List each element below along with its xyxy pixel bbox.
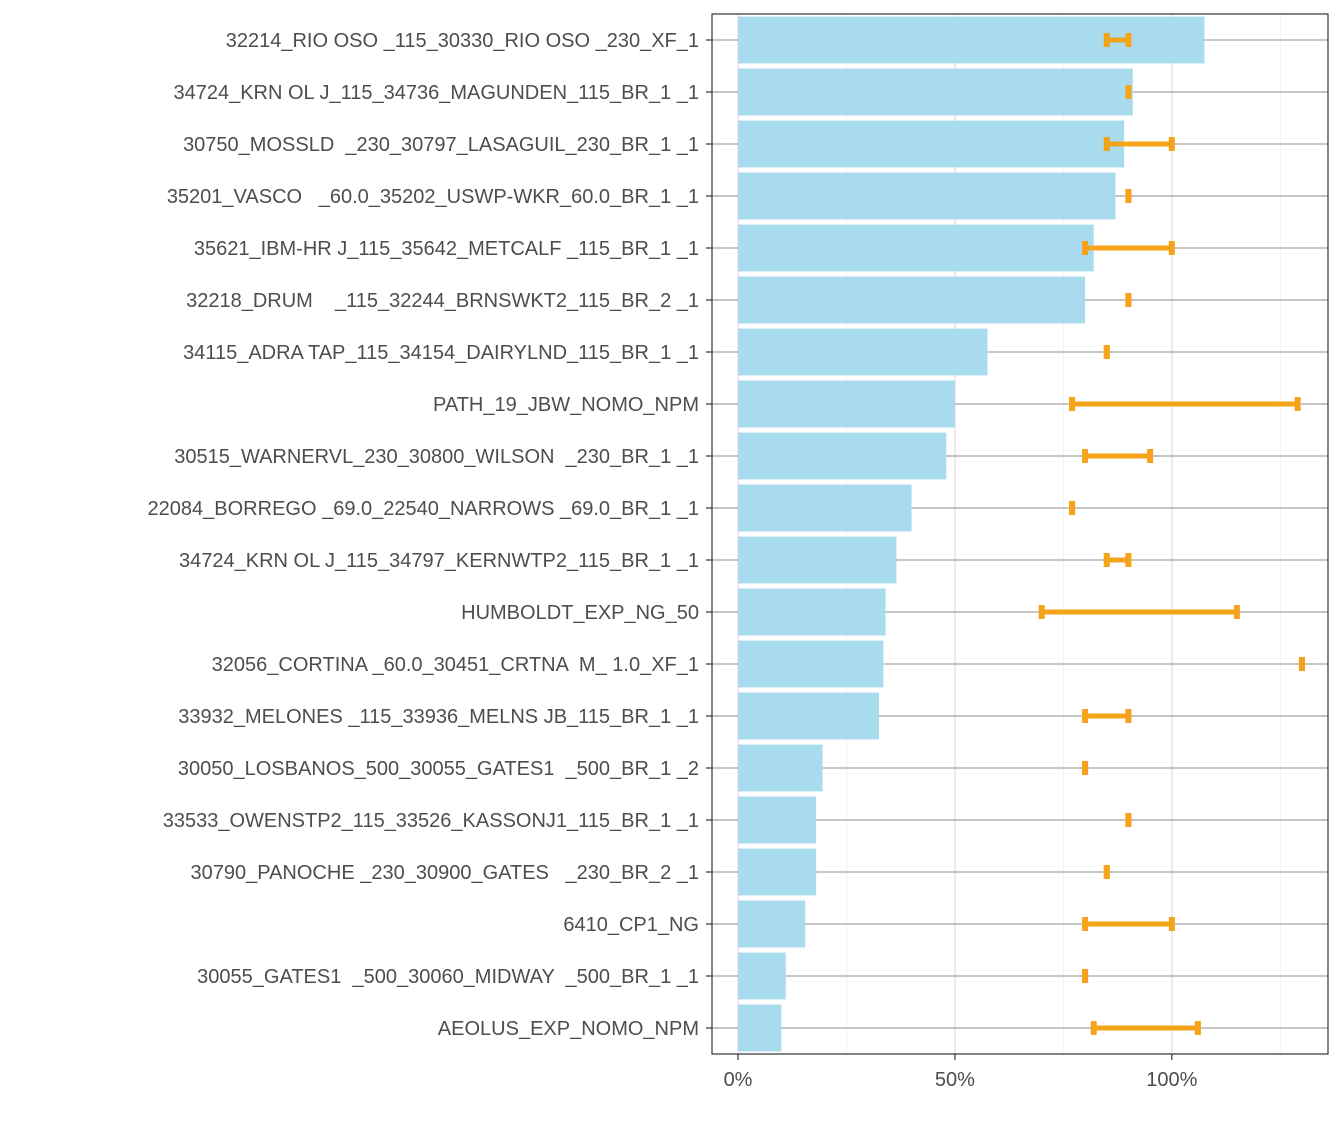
bar bbox=[738, 432, 947, 480]
category-label: 32214_RIO OSO _115_30330_RIO OSO _230_XF… bbox=[226, 30, 699, 52]
bar bbox=[738, 692, 880, 740]
bar bbox=[738, 120, 1125, 168]
bar bbox=[738, 588, 886, 636]
bar bbox=[738, 68, 1133, 116]
category-label: 33932_MELONES _115_33936_MELNS JB_115_BR… bbox=[178, 706, 699, 728]
bar bbox=[738, 380, 955, 428]
bar bbox=[738, 640, 884, 688]
range-bar bbox=[1082, 449, 1154, 463]
bar bbox=[738, 328, 988, 376]
range-bar bbox=[1103, 33, 1132, 47]
panel-border bbox=[711, 13, 1329, 1055]
range-bar bbox=[1038, 605, 1240, 619]
category-label: 33533_OWENSTP2_115_33526_KASSONJ1_115_BR… bbox=[163, 810, 699, 832]
bar bbox=[738, 848, 817, 896]
x-tick-label: 50% bbox=[935, 1069, 975, 1091]
category-label: HUMBOLDT_EXP_NG_50 bbox=[461, 602, 699, 624]
category-label: AEOLUS_EXP_NOMO_NPM bbox=[438, 1018, 699, 1040]
bar bbox=[738, 900, 806, 948]
x-tick-label: 100% bbox=[1146, 1069, 1197, 1091]
category-label: 30055_GATES1 _500_30060_MIDWAY _500_BR_1… bbox=[197, 966, 699, 988]
bar bbox=[738, 224, 1094, 272]
bar bbox=[738, 172, 1116, 220]
range-bar bbox=[1103, 553, 1132, 567]
category-label: 34724_KRN OL J_115_34797_KERNWTP2_115_BR… bbox=[179, 550, 699, 572]
x-tick-label: 0% bbox=[724, 1069, 753, 1091]
range-bar bbox=[1103, 137, 1175, 151]
category-label: 30515_WARNERVL_230_30800_WILSON _230_BR_… bbox=[174, 446, 699, 468]
category-label: 35201_VASCO _60.0_35202_USWP-WKR_60.0_BR… bbox=[167, 186, 699, 208]
range-bar bbox=[1082, 709, 1132, 723]
range-bar bbox=[1090, 1021, 1201, 1035]
bar bbox=[738, 484, 912, 532]
category-label: 32056_CORTINA _60.0_30451_CRTNA M_ 1.0_X… bbox=[212, 654, 699, 676]
category-label: 32218_DRUM _115_32244_BRNSWKT2_115_BR_2 … bbox=[186, 290, 699, 312]
range-bar bbox=[1082, 917, 1175, 931]
bar bbox=[738, 16, 1205, 64]
category-label: 6410_CP1_NG bbox=[563, 914, 699, 936]
range-bar bbox=[1082, 241, 1175, 255]
bar bbox=[738, 276, 1086, 324]
bar bbox=[738, 744, 823, 792]
bar bbox=[738, 796, 817, 844]
bar bbox=[738, 952, 786, 1000]
category-label: PATH_19_JBW_NOMO_NPM bbox=[433, 394, 699, 416]
category-label: 30790_PANOCHE _230_30900_GATES _230_BR_2… bbox=[191, 862, 700, 884]
category-label: 22084_BORREGO _69.0_22540_NARROWS _69.0_… bbox=[148, 498, 699, 520]
plot-panel bbox=[712, 14, 1328, 1054]
category-label: 35621_IBM-HR J_115_35642_METCALF _115_BR… bbox=[194, 238, 699, 260]
bar bbox=[738, 1004, 782, 1052]
category-label: 30050_LOSBANOS_500_30055_GATES1 _500_BR_… bbox=[178, 758, 699, 780]
category-label: 30750_MOSSLD _230_30797_LASAGUIL_230_BR_… bbox=[183, 134, 699, 156]
category-label: 34115_ADRA TAP_115_34154_DAIRYLND_115_BR… bbox=[183, 342, 699, 364]
bar bbox=[738, 536, 897, 584]
category-label: 34724_KRN OL J_115_34736_MAGUNDEN_115_BR… bbox=[173, 82, 699, 104]
range-bar bbox=[1069, 397, 1301, 411]
